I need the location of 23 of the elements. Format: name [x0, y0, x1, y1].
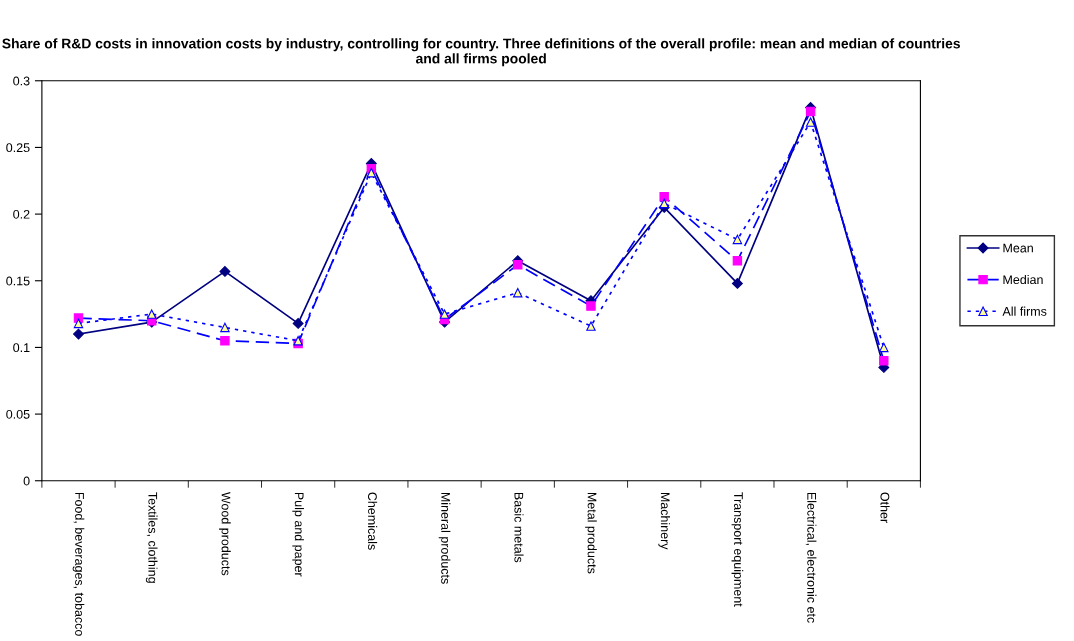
y-tick-label: 0.25 — [6, 143, 30, 153]
x-tick-label: Machinery — [658, 492, 671, 550]
x-tick-label: Basic metals — [514, 492, 524, 563]
x-tick-label: Metal products — [585, 492, 597, 574]
y-tick-label: 0.05 — [6, 409, 30, 419]
y-tick-label: 0.2 — [13, 209, 30, 219]
x-tick-label: Chemicals — [367, 492, 378, 550]
y-tick-label: 0.15 — [6, 276, 30, 286]
legend-label: Median — [1003, 274, 1043, 285]
legend-label: Mean — [1003, 243, 1033, 253]
x-tick-label: Textiles, clothing — [145, 492, 158, 583]
x-tick-label: Food, beverages, tobacco — [72, 492, 85, 636]
x-tick-label: Mineral products — [438, 492, 451, 584]
y-tick-label: 0.1 — [13, 343, 30, 353]
legend-label: All firms — [1002, 306, 1047, 316]
x-tick-label: Pulp and paper — [292, 492, 304, 577]
x-tick-label: Other — [880, 492, 890, 523]
x-tick-label: Transport equipment — [731, 492, 744, 607]
y-tick-label: 0 — [23, 476, 30, 486]
x-tick-label: Wood products — [219, 491, 231, 576]
x-tick-label: Electrical, electronic etc — [805, 492, 817, 623]
y-tick-label: 0.3 — [13, 76, 30, 86]
chart-title: Share of R&D costs in innovation costs by industry, controlling for country. Three definitions of the overall profile: mean and median of countries and all firms pooled — [2, 38, 960, 67]
